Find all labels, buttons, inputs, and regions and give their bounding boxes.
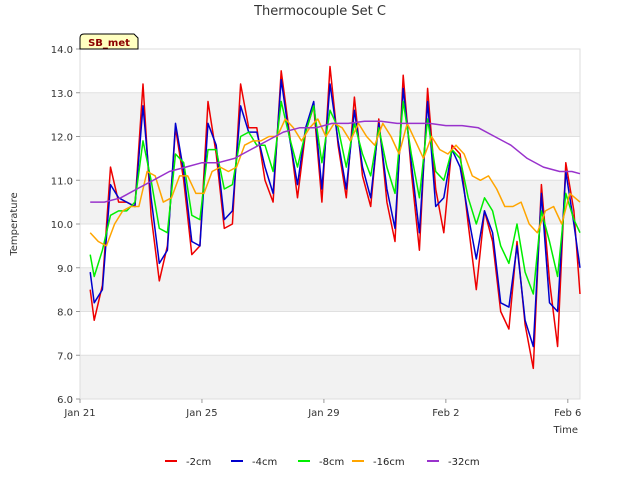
y-tick-label: 8.0	[57, 308, 73, 319]
y-axis-ticks: 6.0 7.0 8.0 9.0 10.0 11.0 12.0 13.0 14.0	[51, 45, 80, 406]
y-tick-label: 6.0	[57, 395, 73, 406]
legend-label: -16cm	[373, 457, 405, 468]
y-tick-label: 13.0	[51, 89, 73, 100]
series-line-m4cm	[89, 78, 581, 348]
x-axis-title: Time	[553, 425, 578, 436]
x-tick-label: Jan 29	[307, 408, 339, 419]
y-tick-label: 14.0	[51, 45, 73, 56]
y-tick-label: 12.0	[51, 133, 73, 144]
y-tick-label: 10.0	[51, 220, 73, 231]
x-tick-label: Feb 6	[554, 408, 581, 419]
legend-label: -32cm	[448, 457, 480, 468]
series-layer	[89, 65, 581, 370]
legend: -2cm -4cm -8cm -16cm -32cm	[165, 457, 480, 468]
x-tick-label: Jan 25	[185, 408, 217, 419]
x-axis-ticks: Jan 21 Jan 25 Jan 29 Feb 2 Feb 6	[63, 399, 581, 419]
legend-label: -8cm	[319, 457, 344, 468]
grid-band	[80, 355, 580, 399]
site-label: SB_met	[88, 38, 130, 49]
y-tick-label: 11.0	[51, 176, 73, 187]
legend-label: -2cm	[186, 457, 211, 468]
chart-title: Thermocouple Set C	[253, 4, 386, 19]
series-line-m8cm	[89, 100, 581, 295]
y-tick-label: 7.0	[57, 351, 73, 362]
y-tick-label: 9.0	[57, 264, 73, 275]
legend-label: -4cm	[252, 457, 277, 468]
site-label-box: SB_met	[79, 33, 139, 50]
x-tick-label: Jan 21	[63, 408, 95, 419]
y-axis-title: Temperature	[9, 192, 20, 256]
series-line-m32cm	[90, 120, 581, 203]
x-tick-label: Feb 2	[432, 408, 459, 419]
